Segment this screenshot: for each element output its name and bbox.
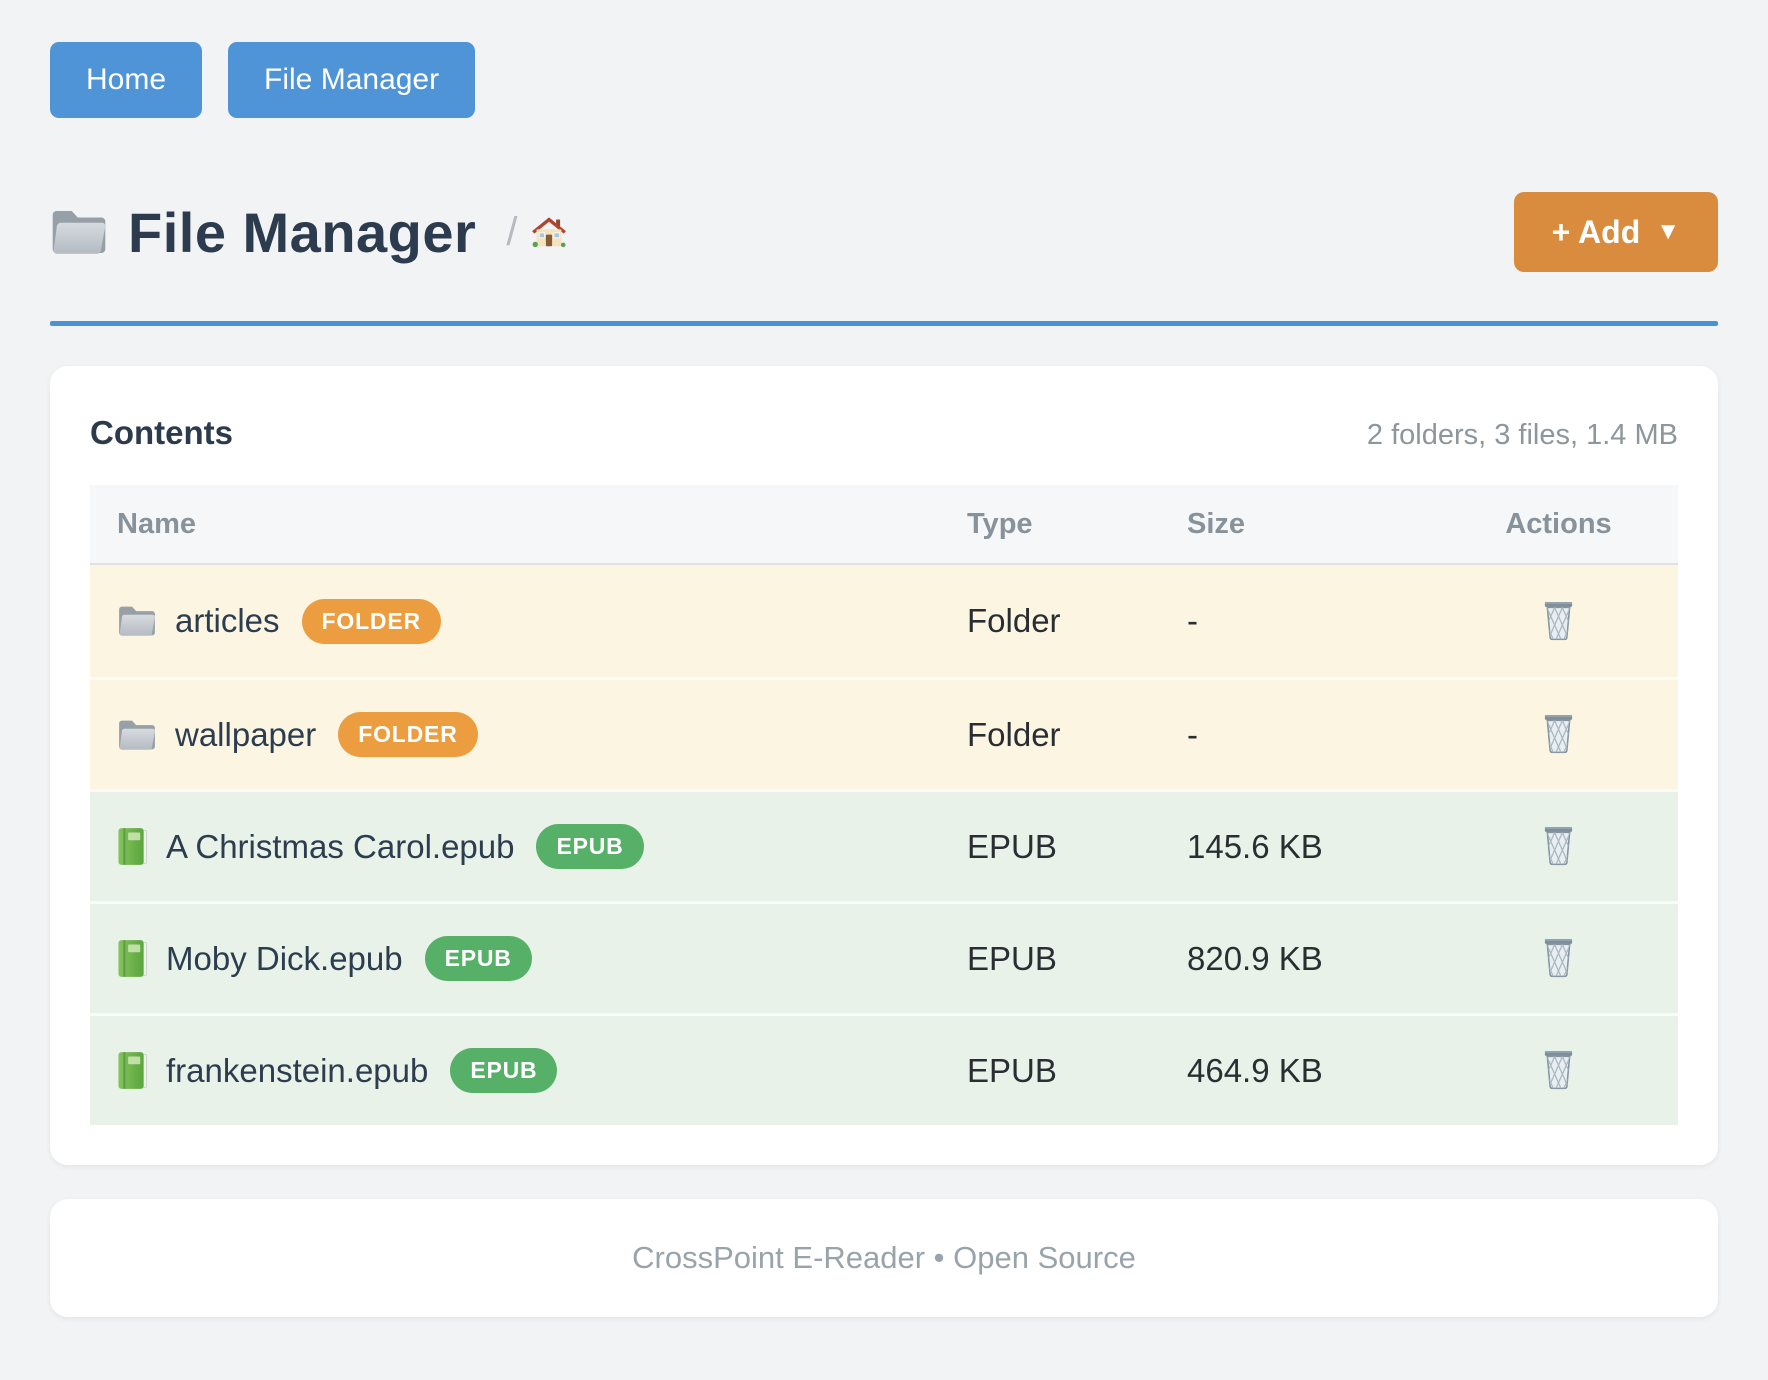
add-button-label: + Add	[1551, 213, 1641, 250]
page-title: File Manager	[128, 200, 477, 264]
cell-size: -	[1187, 715, 1198, 753]
table-row[interactable]: wallpaper FOLDER Folder -	[90, 677, 1678, 789]
cell-type: Folder	[967, 715, 1061, 753]
contents-card: Contents 2 folders, 3 files, 1.4 MB Name…	[50, 366, 1718, 1165]
table-header: Name Type Size Actions	[90, 485, 1678, 565]
table-row[interactable]: articles FOLDER Folder -	[90, 565, 1678, 677]
delete-button[interactable]	[1542, 597, 1575, 641]
table-body: articles FOLDER Folder - wallpaper FOLDE…	[90, 565, 1678, 1125]
trash-icon	[1542, 966, 1575, 981]
type-badge: FOLDER	[301, 598, 441, 644]
cell-type: EPUB	[967, 827, 1057, 865]
column-header-size: Size	[1187, 507, 1246, 540]
row-name: wallpaper	[175, 715, 317, 753]
row-name: A Christmas Carol.epub	[166, 827, 515, 865]
type-badge: EPUB	[450, 1048, 558, 1093]
type-badge: EPUB	[424, 936, 532, 981]
book-icon	[117, 939, 148, 978]
folder-icon	[117, 604, 157, 638]
trash-icon	[1542, 1078, 1575, 1093]
column-header-actions: Actions	[1505, 507, 1612, 540]
page-header: File Manager / + Add ▼	[50, 192, 1718, 272]
trash-icon	[1542, 742, 1575, 757]
file-table: Name Type Size Actions articles FOLDER F…	[90, 485, 1678, 1125]
cell-type: EPUB	[967, 939, 1057, 977]
column-header-type: Type	[967, 507, 1033, 540]
title-divider	[50, 321, 1718, 326]
top-nav: Home File Manager	[50, 42, 1718, 118]
trash-icon	[1542, 629, 1575, 644]
contents-summary: 2 folders, 3 files, 1.4 MB	[1366, 419, 1678, 451]
home-button[interactable]: Home	[50, 42, 203, 118]
cell-size: 820.9 KB	[1187, 939, 1323, 977]
folder-icon	[117, 718, 157, 752]
row-name: articles	[175, 602, 280, 639]
delete-button[interactable]	[1542, 822, 1575, 866]
cell-size: 145.6 KB	[1187, 827, 1323, 865]
type-badge: FOLDER	[338, 712, 478, 757]
table-row[interactable]: A Christmas Carol.epub EPUB EPUB 145.6 K…	[90, 789, 1678, 901]
folder-icon	[50, 207, 108, 257]
home-icon[interactable]	[531, 216, 567, 248]
delete-button[interactable]	[1542, 1046, 1575, 1090]
cell-size: 464.9 KB	[1187, 1051, 1323, 1089]
footer-text: CrossPoint E-Reader • Open Source	[632, 1240, 1136, 1275]
table-row[interactable]: frankenstein.epub EPUB EPUB 464.9 KB	[90, 1013, 1678, 1125]
row-name: frankenstein.epub	[166, 1051, 429, 1089]
cell-type: EPUB	[967, 1051, 1057, 1089]
footer-card: CrossPoint E-Reader • Open Source	[50, 1199, 1718, 1317]
table-row[interactable]: Moby Dick.epub EPUB EPUB 820.9 KB	[90, 901, 1678, 1013]
file-manager-button[interactable]: File Manager	[228, 42, 476, 118]
type-badge: EPUB	[536, 824, 644, 869]
book-icon	[117, 827, 148, 866]
contents-heading: Contents	[90, 414, 233, 451]
chevron-down-icon: ▼	[1656, 218, 1680, 245]
book-icon	[117, 1051, 148, 1090]
row-name: Moby Dick.epub	[166, 939, 403, 977]
page: Home File Manager File Manager / + Add ▼…	[50, 42, 1718, 1317]
delete-button[interactable]	[1542, 710, 1575, 754]
delete-button[interactable]	[1542, 934, 1575, 978]
add-button[interactable]: + Add ▼	[1513, 192, 1718, 272]
trash-icon	[1542, 854, 1575, 869]
cell-size: -	[1187, 602, 1198, 639]
column-header-name: Name	[117, 507, 196, 540]
breadcrumb-separator: /	[506, 209, 518, 254]
cell-type: Folder	[967, 602, 1061, 639]
